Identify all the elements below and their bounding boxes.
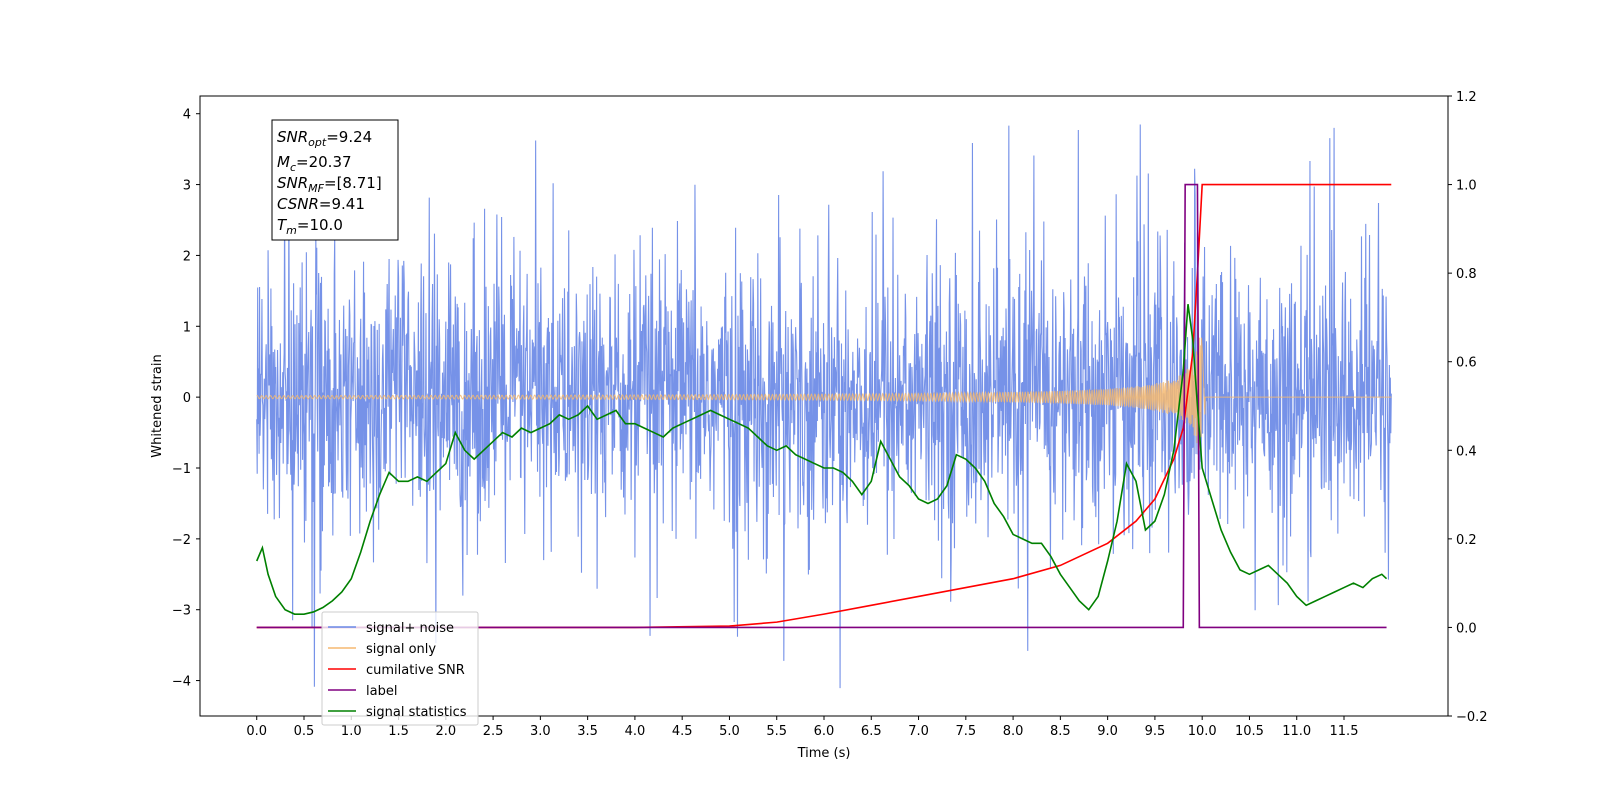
y-tick-label: 2 [183,249,191,264]
y2-tick-label: 0.0 [1456,621,1477,636]
info-snr-mf: SNRMF=[8.71] [277,174,382,195]
x-tick-label: 1.5 [388,724,409,739]
y-tick-label: 3 [183,179,191,194]
x-tick-label: 9.0 [1097,724,1118,739]
y2-tick-label: 0.8 [1456,267,1477,282]
x-axis-label: Time (s) [797,746,851,761]
x-tick-label: 3.5 [577,724,598,739]
y-axis-left: 4 3 2 1 0 −1 −2 −3 −4 [172,108,200,690]
x-axis: 0.0 0.5 1.0 1.5 2.0 2.5 3.0 3.5 4.0 4.5 5.0 5.5 6.0 6… [246,716,1358,739]
signal-only-line [256,337,1392,451]
x-tick-label: 6.0 [814,724,835,739]
info-snr-mf-value: =[8.71] [324,174,382,192]
legend-label: signal statistics [366,705,467,720]
plot-area [255,124,1392,689]
y-tick-label: 4 [183,108,191,123]
y-tick-label: −1 [172,462,191,477]
series-signal-only [256,337,1392,451]
info-csnr: CSNR=9.41 [277,195,365,213]
x-tick-label: 5.0 [719,724,740,739]
y2-tick-label: 0.6 [1456,356,1477,371]
x-tick-label: 8.5 [1050,724,1071,739]
x-tick-label: 11.5 [1330,724,1359,739]
y-tick-label: 1 [183,320,191,335]
x-tick-label: 3.0 [530,724,551,739]
legend-label: signal+ noise [366,621,454,636]
legend-label: label [366,684,397,699]
x-tick-label: 5.5 [766,724,787,739]
right-axis-series [255,183,1392,629]
cumulative-snr-line [256,183,1392,629]
legend-label: cumilative SNR [366,663,465,678]
y-tick-label: −3 [172,604,191,619]
info-csnr-value: =9.41 [319,195,365,213]
y-tick-label: −4 [172,675,191,690]
x-tick-label: 7.0 [908,724,929,739]
y-tick-label: −2 [172,533,191,548]
x-tick-label: 8.0 [1003,724,1024,739]
label-line [256,183,1387,629]
x-tick-label: 2.5 [483,724,504,739]
series-signal-plus-noise [256,124,1392,689]
info-mc-value: =20.37 [296,153,352,171]
x-tick-label: 0.0 [246,724,267,739]
y-axis-right: 1.2 1.0 0.8 0.6 0.4 0.2 0.0 −0.2 [1448,90,1488,725]
info-mc: Mc=20.37 [277,153,352,174]
legend-frame [321,611,479,726]
x-tick-label: 7.5 [955,724,976,739]
info-box-frame [271,119,399,241]
y2-tick-label: 1.2 [1456,90,1477,105]
x-tick-label: 2.0 [435,724,456,739]
info-box: SNRopt=9.24 Mc=20.37 SNRMF=[8.71] CSNR=9… [271,119,399,241]
y2-tick-label: 0.2 [1456,533,1477,548]
y-axis-label: Whitened strain [150,354,165,457]
y2-tick-label: 1.0 [1456,179,1477,194]
info-snr-opt: SNRopt=9.24 [277,128,372,149]
info-tm-value: =10.0 [297,216,343,234]
x-tick-label: 6.5 [861,724,882,739]
x-tick-label: 4.5 [672,724,693,739]
x-tick-label: 1.0 [341,724,362,739]
signal-statistics-line [255,304,1388,615]
x-tick-label: 0.5 [294,724,315,739]
y2-tick-label: −0.2 [1456,710,1488,725]
legend-label: signal only [366,642,436,657]
info-snr-opt-value: =9.24 [326,128,372,146]
x-tick-label: 11.0 [1282,724,1311,739]
x-tick-label: 9.5 [1145,724,1166,739]
x-tick-label: 10.0 [1188,724,1217,739]
signal-plus-noise-line [256,124,1392,689]
x-tick-label: 10.5 [1235,724,1264,739]
legend: signal+ noise signal only cumilative SNR la… [321,611,479,726]
y2-tick-label: 0.4 [1456,444,1477,459]
x-tick-label: 4.0 [625,724,646,739]
y-tick-label: 0 [183,391,191,406]
